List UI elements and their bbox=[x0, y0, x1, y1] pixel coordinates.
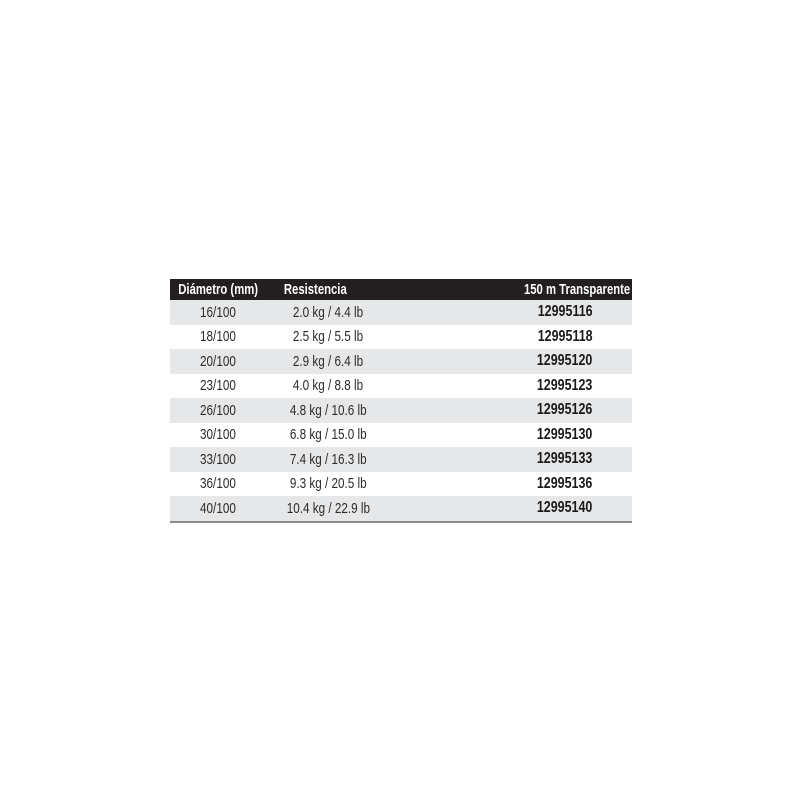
cell-code: 12995116 bbox=[537, 303, 593, 321]
cell-diameter: 18/100 bbox=[200, 328, 236, 346]
table-row: 26/100 4.8 kg / 10.6 lb 12995126 bbox=[170, 398, 632, 423]
cell-diameter: 23/100 bbox=[200, 377, 236, 395]
table-header: Diámetro (mm) Resistencia 150 m Transpar… bbox=[170, 279, 632, 300]
table-row: 30/100 6.8 kg / 15.0 lb 12995130 bbox=[170, 423, 632, 448]
cell-diameter: 30/100 bbox=[200, 426, 236, 444]
cell-code: 12995118 bbox=[537, 327, 593, 345]
table-row: 36/100 9.3 kg / 20.5 lb 12995136 bbox=[170, 472, 632, 497]
cell-resistance: 9.3 kg / 20.5 lb bbox=[289, 475, 367, 493]
table-row: 23/100 4.0 kg / 8.8 lb 12995123 bbox=[170, 374, 632, 399]
cell-diameter: 16/100 bbox=[200, 303, 236, 321]
spec-table: Diámetro (mm) Resistencia 150 m Transpar… bbox=[170, 279, 632, 523]
cell-code: 12995133 bbox=[537, 450, 593, 468]
cell-diameter: 33/100 bbox=[200, 450, 236, 468]
table-row: 18/100 2.5 kg / 5.5 lb 12995118 bbox=[170, 325, 632, 350]
cell-code: 12995126 bbox=[537, 401, 593, 419]
cell-resistance: 2.0 kg / 4.4 lb bbox=[292, 303, 364, 321]
cell-diameter: 40/100 bbox=[200, 499, 236, 517]
cell-resistance: 7.4 kg / 16.3 lb bbox=[289, 450, 367, 468]
cell-code: 12995130 bbox=[537, 425, 593, 443]
cell-diameter: 20/100 bbox=[200, 352, 236, 370]
cell-resistance: 4.0 kg / 8.8 lb bbox=[292, 377, 364, 395]
header-resistance: Resistencia bbox=[283, 281, 347, 298]
cell-diameter: 26/100 bbox=[200, 401, 236, 419]
cell-code: 12995123 bbox=[537, 376, 593, 394]
cell-resistance: 6.8 kg / 15.0 lb bbox=[289, 426, 367, 444]
table-row: 40/100 10.4 kg / 22.9 lb 12995140 bbox=[170, 496, 632, 521]
table-row: 16/100 2.0 kg / 4.4 lb 12995116 bbox=[170, 300, 632, 325]
table-row: 33/100 7.4 kg / 16.3 lb 12995133 bbox=[170, 447, 632, 472]
table-row: 20/100 2.9 kg / 6.4 lb 12995120 bbox=[170, 349, 632, 374]
cell-resistance: 2.5 kg / 5.5 lb bbox=[292, 328, 364, 346]
cell-resistance: 4.8 kg / 10.6 lb bbox=[289, 401, 367, 419]
cell-resistance: 10.4 kg / 22.9 lb bbox=[286, 499, 370, 517]
header-code: 150 m Transparente bbox=[523, 281, 630, 298]
header-diameter: Diámetro (mm) bbox=[178, 281, 258, 298]
cell-code: 12995140 bbox=[537, 499, 593, 517]
cell-code: 12995136 bbox=[537, 474, 593, 492]
cell-code: 12995120 bbox=[537, 352, 593, 370]
cell-resistance: 2.9 kg / 6.4 lb bbox=[292, 352, 364, 370]
cell-diameter: 36/100 bbox=[200, 475, 236, 493]
